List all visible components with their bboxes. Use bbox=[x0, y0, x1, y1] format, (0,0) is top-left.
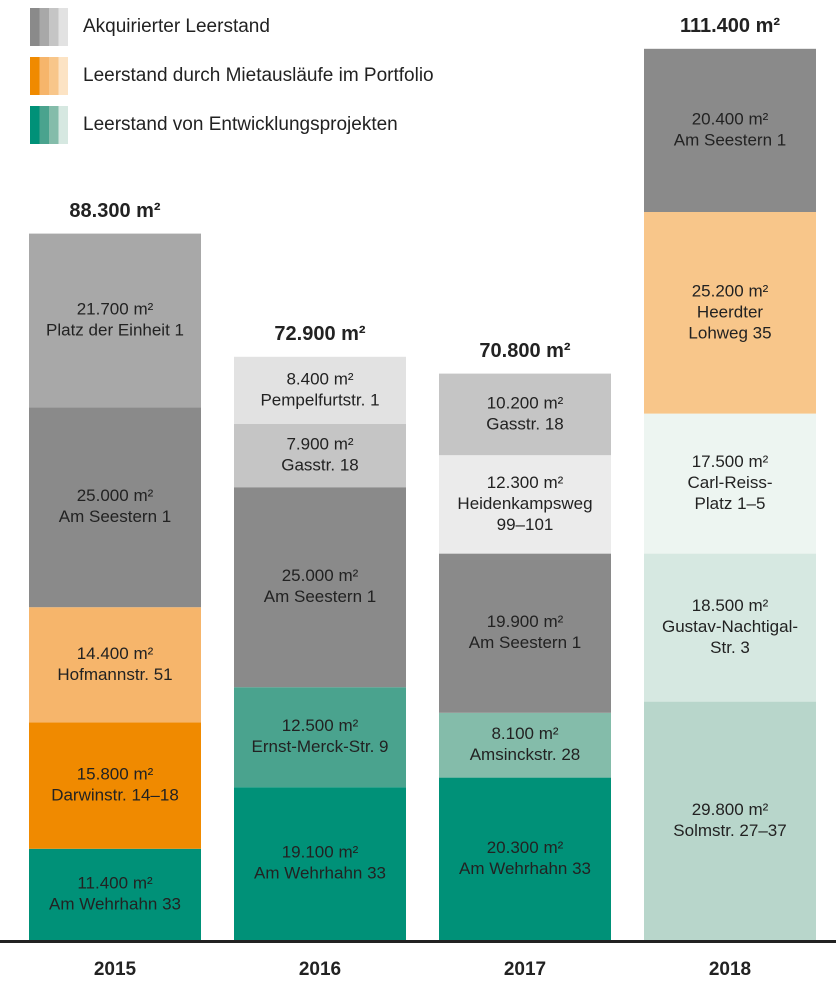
bar-segment bbox=[234, 787, 406, 940]
segment-name: Am Wehrhahn 33 bbox=[49, 894, 181, 913]
bar-segment bbox=[439, 373, 611, 456]
segment-value: 25.000 m² bbox=[282, 566, 359, 585]
segment-name: Am Seestern 1 bbox=[59, 507, 171, 526]
legend-swatch bbox=[58, 106, 68, 144]
segment-value: 10.200 m² bbox=[487, 393, 564, 412]
segment-name: Pempelfurtstr. 1 bbox=[260, 390, 379, 409]
legend-swatch bbox=[58, 57, 68, 95]
segment-value: 12.300 m² bbox=[487, 473, 564, 492]
x-tick-label: 2016 bbox=[299, 959, 341, 980]
segment-value: 20.300 m² bbox=[487, 838, 564, 857]
segment-value: 12.500 m² bbox=[282, 716, 359, 735]
segment-value: 21.700 m² bbox=[77, 299, 154, 318]
segment-name: Solmstr. 27–37 bbox=[673, 821, 786, 840]
segment-value: 7.900 m² bbox=[286, 435, 353, 454]
bar-segment bbox=[644, 212, 816, 414]
segment-value: 25.200 m² bbox=[692, 281, 769, 300]
segment-name: Hofmannstr. 51 bbox=[57, 665, 172, 684]
segment-value: 14.400 m² bbox=[77, 644, 154, 663]
legend-swatch bbox=[58, 8, 68, 46]
segment-value: 8.400 m² bbox=[286, 369, 353, 388]
legend-swatch bbox=[30, 8, 40, 46]
x-tick-label: 2017 bbox=[504, 959, 546, 980]
bar-segment bbox=[644, 553, 816, 702]
segment-name: 99–101 bbox=[497, 515, 554, 534]
segment-name: Platz der Einheit 1 bbox=[46, 320, 184, 339]
legend-swatch bbox=[49, 8, 59, 46]
segment-name: Am Seestern 1 bbox=[264, 587, 376, 606]
segment-name: Str. 3 bbox=[710, 638, 750, 657]
segment-name: Heidenkampsweg bbox=[457, 494, 592, 513]
bar-total: 88.300 m² bbox=[69, 200, 161, 222]
segment-name: Am Wehrhahn 33 bbox=[459, 859, 591, 878]
bar-segment bbox=[29, 233, 201, 408]
bar-segment bbox=[29, 848, 201, 940]
segment-value: 17.500 m² bbox=[692, 452, 769, 471]
legend-swatch bbox=[30, 106, 40, 144]
legend-label: Akquirierter Leerstand bbox=[83, 16, 270, 37]
bar-segment bbox=[29, 607, 201, 723]
legend-label: Leerstand durch Mietausläufe im Portfoli… bbox=[83, 65, 434, 86]
segment-name: Ernst-Merck-Str. 9 bbox=[252, 737, 389, 756]
legend-swatch bbox=[39, 8, 49, 46]
bar-segment bbox=[439, 777, 611, 940]
bar-segment bbox=[439, 455, 611, 554]
segment-name: Am Seestern 1 bbox=[469, 633, 581, 652]
segment-name: Am Seestern 1 bbox=[674, 130, 786, 149]
segment-name: Gustav-Nachtigal- bbox=[662, 617, 798, 636]
segment-value: 25.000 m² bbox=[77, 486, 154, 505]
bar-segment bbox=[644, 701, 816, 940]
bar-segment bbox=[234, 687, 406, 788]
segment-value: 15.800 m² bbox=[77, 765, 154, 784]
segment-name: Gasstr. 18 bbox=[486, 414, 563, 433]
x-tick-label: 2015 bbox=[94, 959, 137, 980]
legend-label: Leerstand von Entwicklungsprojekten bbox=[83, 114, 398, 135]
bar-total: 70.800 m² bbox=[479, 340, 571, 362]
segment-value: 29.800 m² bbox=[692, 800, 769, 819]
legend-swatch bbox=[30, 57, 40, 95]
legend-swatch bbox=[39, 106, 49, 144]
bar-segment bbox=[234, 424, 406, 488]
segment-value: 19.100 m² bbox=[282, 843, 359, 862]
bar-segment bbox=[234, 356, 406, 424]
bar-segment bbox=[234, 487, 406, 688]
segment-value: 11.400 m² bbox=[77, 873, 153, 892]
segment-value: 18.500 m² bbox=[692, 596, 769, 615]
segment-name: Lohweg 35 bbox=[688, 323, 771, 342]
bar-total: 111.400 m² bbox=[680, 15, 780, 37]
segment-name: Darwinstr. 14–18 bbox=[51, 786, 179, 805]
bar-segment bbox=[644, 48, 816, 212]
bar-segment bbox=[29, 407, 201, 608]
segment-name: Amsinckstr. 28 bbox=[470, 745, 581, 764]
legend-swatch bbox=[39, 57, 49, 95]
segment-value: 19.900 m² bbox=[487, 612, 564, 631]
bar-segment bbox=[439, 553, 611, 713]
x-tick-label: 2018 bbox=[709, 959, 751, 980]
segment-name: Platz 1–5 bbox=[695, 494, 766, 513]
segment-name: Heerdter bbox=[697, 302, 763, 321]
segment-name: Am Wehrhahn 33 bbox=[254, 864, 386, 883]
bar-segment bbox=[439, 712, 611, 778]
segment-value: 8.100 m² bbox=[491, 724, 558, 743]
segment-name: Gasstr. 18 bbox=[281, 456, 358, 475]
legend-swatch bbox=[49, 106, 59, 144]
bar-segment bbox=[29, 722, 201, 849]
segment-name: Carl-Reiss- bbox=[688, 473, 773, 492]
bar-segment bbox=[644, 413, 816, 554]
segment-value: 20.400 m² bbox=[692, 109, 769, 128]
bar-total: 72.900 m² bbox=[274, 323, 366, 345]
legend-swatch bbox=[49, 57, 59, 95]
